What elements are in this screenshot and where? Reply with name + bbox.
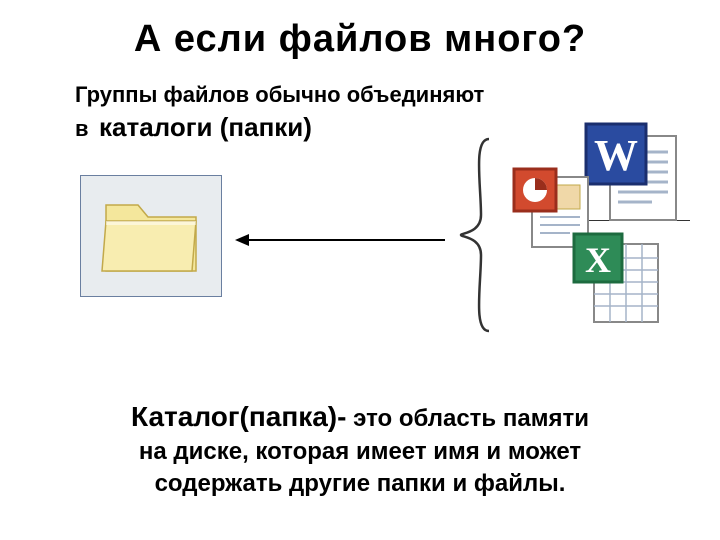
slide-title: А если файлов много? — [0, 18, 720, 61]
definition-body-3: содержать другие папки и файлы. — [155, 470, 566, 497]
office-icons-group: W X — [500, 100, 690, 360]
svg-text:X: X — [585, 240, 611, 280]
folder-icon — [96, 191, 206, 281]
svg-text:W: W — [594, 131, 638, 180]
definition-text: Каталог(папка)- это область памяти на ди… — [30, 398, 690, 501]
definition-body-1: это область памяти — [346, 405, 588, 432]
subtitle-prefix: в — [75, 116, 89, 141]
folder-thumbnail — [80, 175, 222, 297]
slide: А если файлов много? Группы файлов обычн… — [0, 0, 720, 540]
excel-icon: X — [570, 230, 670, 330]
definition-term: Каталог(папка)- — [131, 401, 346, 432]
subtitle-line-1: Группы файлов обычно объединяют — [75, 82, 484, 107]
definition-body-2: на диске, которая имеет имя и может — [139, 438, 581, 465]
arrow-icon — [235, 230, 445, 250]
brace-icon — [455, 135, 495, 335]
subtitle-keyword: каталоги (папки) — [93, 112, 312, 142]
